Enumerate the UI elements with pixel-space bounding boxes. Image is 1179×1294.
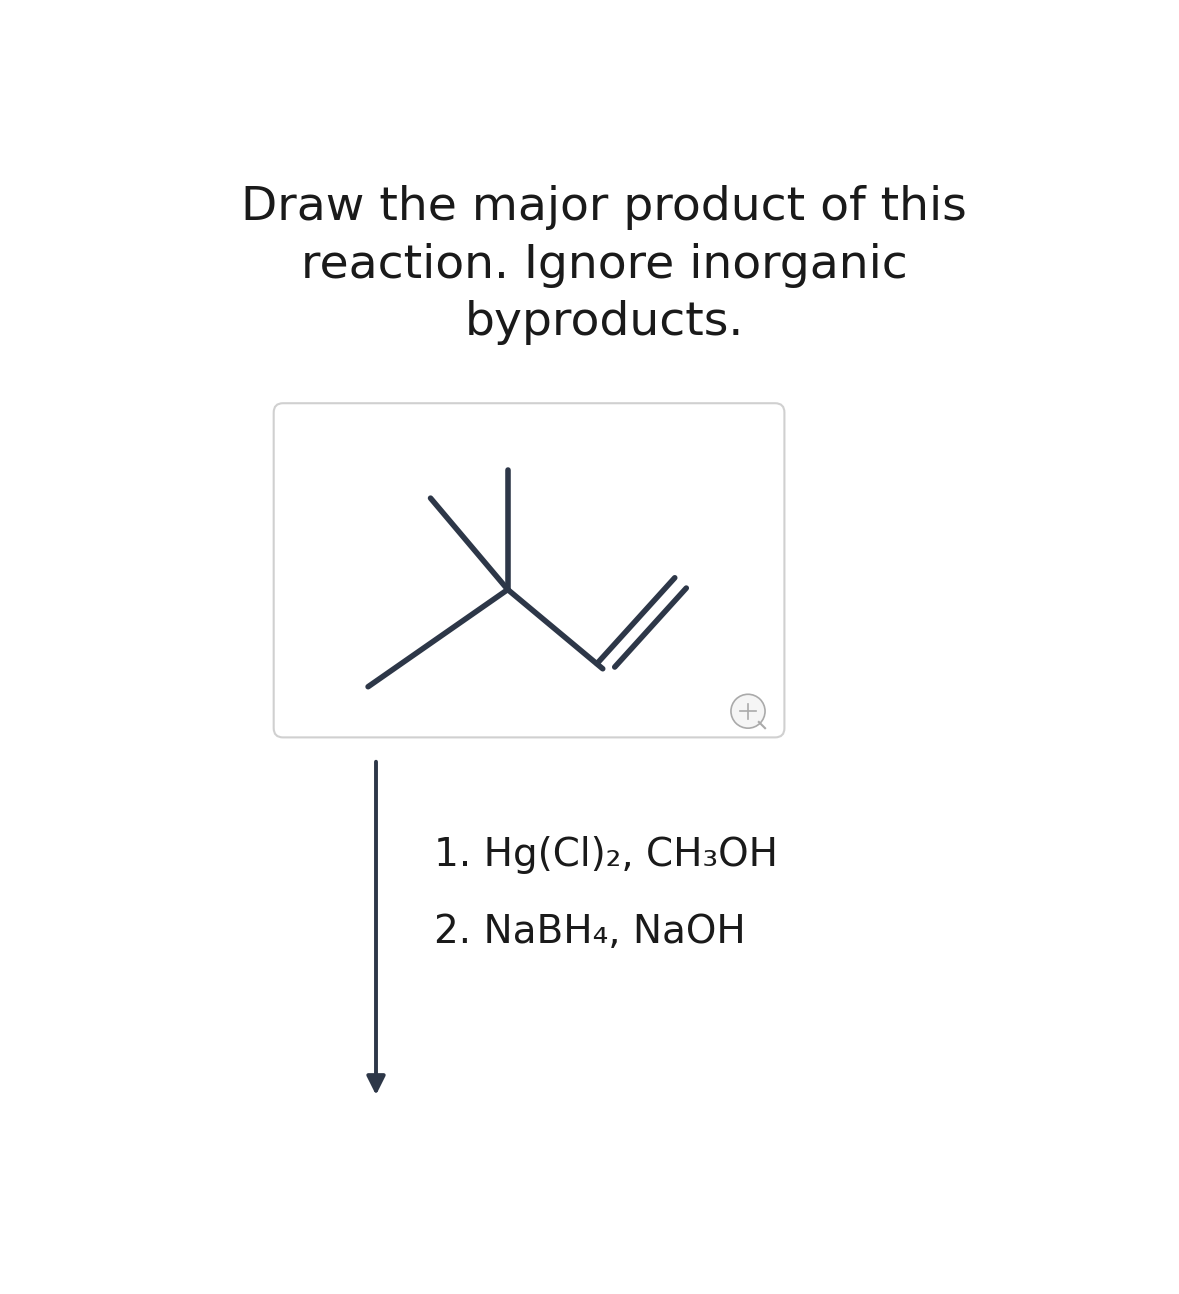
Text: 1. Hg(Cl)₂, CH₃OH: 1. Hg(Cl)₂, CH₃OH [434,836,778,875]
FancyBboxPatch shape [274,404,784,738]
Text: 2. NaBH₄, NaOH: 2. NaBH₄, NaOH [434,914,746,951]
Circle shape [731,695,765,729]
Text: Draw the major product of this
reaction. Ignore inorganic
byproducts.: Draw the major product of this reaction.… [242,185,967,344]
